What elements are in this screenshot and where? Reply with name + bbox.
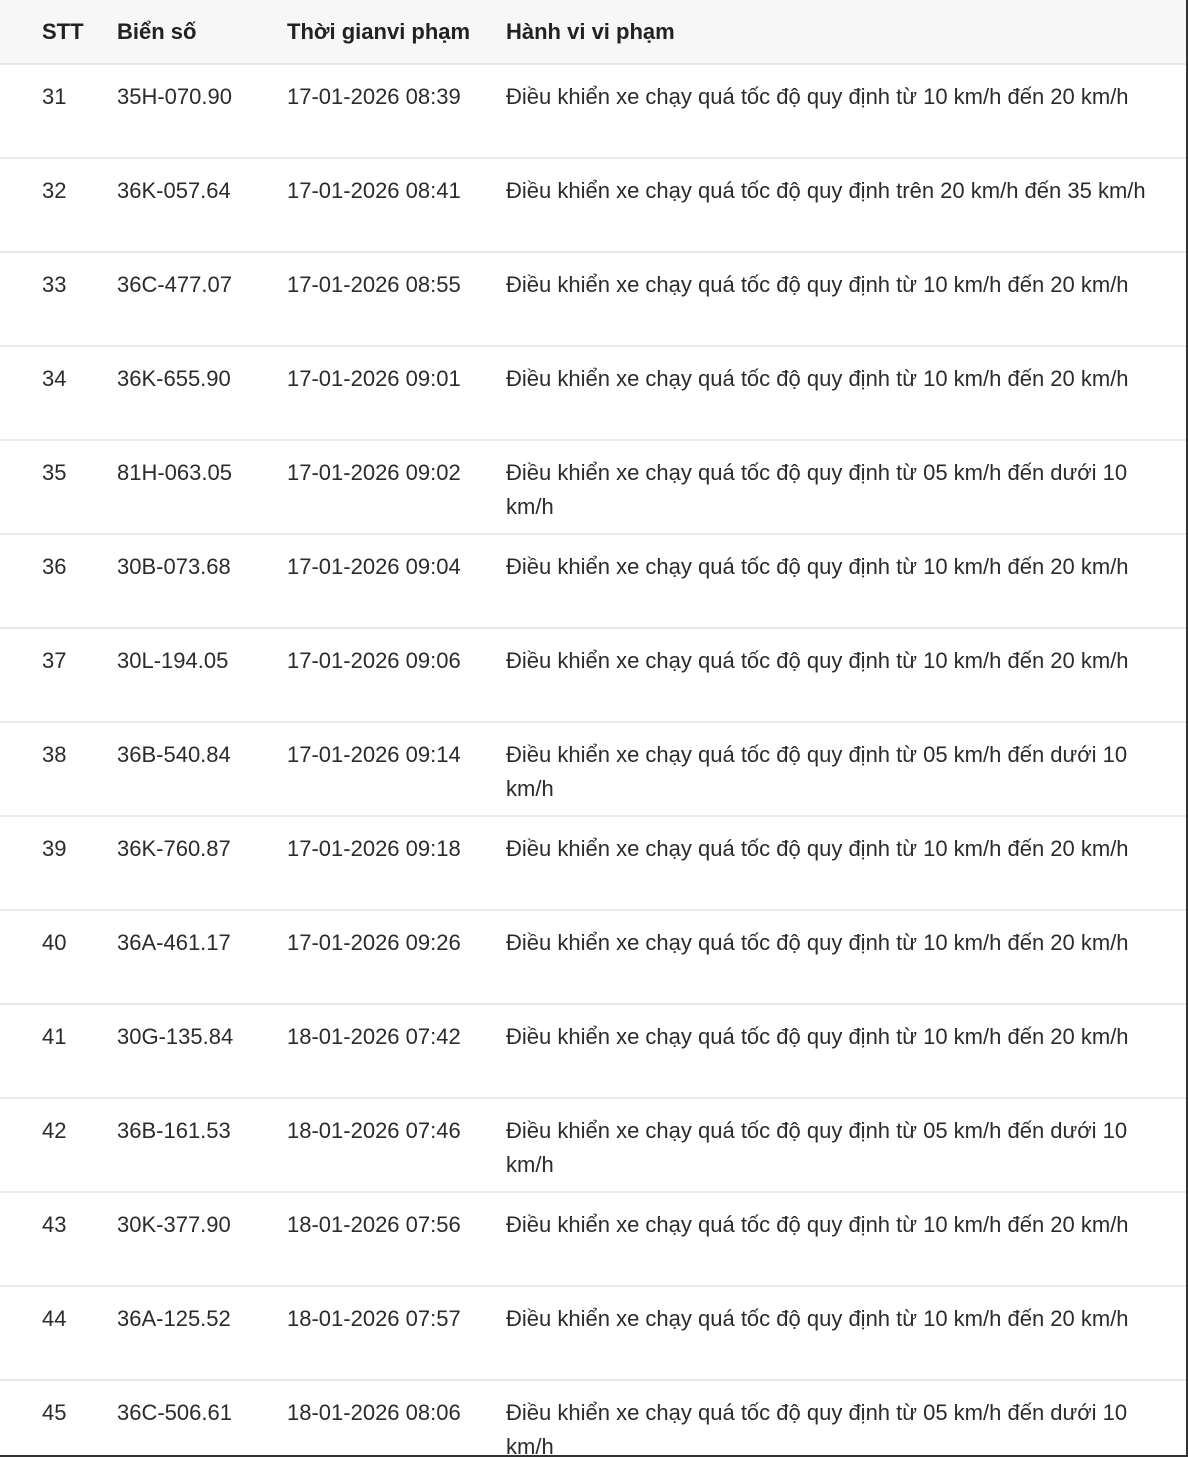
cell-violation: Điều khiển xe chạy quá tốc độ quy định t… — [506, 816, 1186, 911]
cell-plate: 81H-063.05 — [117, 440, 287, 535]
table-row: 36 30B-073.68 17-01-2026 09:04 Điều khiển x… — [0, 534, 1186, 629]
cell-violation: Điều khiển xe chạy quá tốc độ quy định t… — [506, 158, 1186, 253]
header-time: Thời gianvi phạm — [287, 0, 506, 65]
table-row: 32 36K-057.64 17-01-2026 08:41 Điều khiển x… — [0, 158, 1186, 253]
table-row: 39 36K-760.87 17-01-2026 09:18 Điều khiển x… — [0, 816, 1186, 911]
cell-stt: 43 — [0, 1192, 117, 1287]
cell-plate: 35H-070.90 — [117, 64, 287, 159]
cell-stt: 39 — [0, 816, 117, 911]
table-row: 31 35H-070.90 17-01-2026 08:39 Điều khiển x… — [0, 64, 1186, 159]
cell-time: 17-01-2026 09:04 — [287, 534, 506, 629]
cell-stt: 41 — [0, 1004, 117, 1099]
table-header-row: STT Biển số Thời gianvi phạm Hành vi vi … — [0, 0, 1186, 65]
cell-time: 18-01-2026 07:56 — [287, 1192, 506, 1287]
cell-violation: Điều khiển xe chạy quá tốc độ quy định t… — [506, 1192, 1186, 1287]
cell-time: 18-01-2026 07:42 — [287, 1004, 506, 1099]
cell-time: 17-01-2026 08:39 — [287, 64, 506, 159]
cell-stt: 44 — [0, 1286, 117, 1381]
cell-time: 17-01-2026 09:02 — [287, 440, 506, 535]
table-row: 33 36C-477.07 17-01-2026 08:55 Điều khiển x… — [0, 252, 1186, 347]
cell-stt: 32 — [0, 158, 117, 253]
cell-stt: 33 — [0, 252, 117, 347]
cell-plate: 36B-540.84 — [117, 722, 287, 817]
cell-plate: 36A-461.17 — [117, 910, 287, 1005]
cell-violation: Điều khiển xe chạy quá tốc độ quy định t… — [506, 252, 1186, 347]
header-plate: Biển số — [117, 0, 287, 65]
cell-time: 17-01-2026 08:41 — [287, 158, 506, 253]
cell-time: 17-01-2026 09:26 — [287, 910, 506, 1005]
cell-plate: 36C-477.07 — [117, 252, 287, 347]
cell-plate: 30K-377.90 — [117, 1192, 287, 1287]
cell-stt: 35 — [0, 440, 117, 535]
cell-violation: Điều khiển xe chạy quá tốc độ quy định t… — [506, 1380, 1186, 1455]
cell-stt: 31 — [0, 64, 117, 159]
table-row: 37 30L-194.05 17-01-2026 09:06 Điều khiển x… — [0, 628, 1186, 723]
table-row: 34 36K-655.90 17-01-2026 09:01 Điều khiển x… — [0, 346, 1186, 441]
table-row: 42 36B-161.53 18-01-2026 07:46 Điều khiển x… — [0, 1098, 1186, 1193]
cell-stt: 45 — [0, 1380, 117, 1455]
cell-time: 18-01-2026 07:57 — [287, 1286, 506, 1381]
table-row: 38 36B-540.84 17-01-2026 09:14 Điều khiển x… — [0, 722, 1186, 817]
cell-violation: Điều khiển xe chạy quá tốc độ quy định t… — [506, 534, 1186, 629]
cell-stt: 38 — [0, 722, 117, 817]
table-row: 44 36A-125.52 18-01-2026 07:57 Điều khiển x… — [0, 1286, 1186, 1381]
cell-stt: 37 — [0, 628, 117, 723]
cell-plate: 36K-057.64 — [117, 158, 287, 253]
cell-plate: 30B-073.68 — [117, 534, 287, 629]
cell-time: 17-01-2026 09:06 — [287, 628, 506, 723]
cell-violation: Điều khiển xe chạy quá tốc độ quy định t… — [506, 1286, 1186, 1381]
cell-stt: 36 — [0, 534, 117, 629]
cell-time: 18-01-2026 08:06 — [287, 1380, 506, 1455]
cell-violation: Điều khiển xe chạy quá tốc độ quy định t… — [506, 628, 1186, 723]
header-violation: Hành vi vi phạm — [506, 0, 1186, 65]
table-row: 40 36A-461.17 17-01-2026 09:26 Điều khiển x… — [0, 910, 1186, 1005]
cell-violation: Điều khiển xe chạy quá tốc độ quy định t… — [506, 64, 1186, 159]
cell-violation: Điều khiển xe chạy quá tốc độ quy định t… — [506, 346, 1186, 441]
cell-stt: 42 — [0, 1098, 117, 1193]
cell-stt: 34 — [0, 346, 117, 441]
table-row: 43 30K-377.90 18-01-2026 07:56 Điều khiển x… — [0, 1192, 1186, 1287]
cell-plate: 36K-655.90 — [117, 346, 287, 441]
cell-violation: Điều khiển xe chạy quá tốc độ quy định t… — [506, 910, 1186, 1005]
cell-plate: 30G-135.84 — [117, 1004, 287, 1099]
cell-plate: 36K-760.87 — [117, 816, 287, 911]
table-row: 35 81H-063.05 17-01-2026 09:02 Điều khiển x… — [0, 440, 1186, 535]
cell-time: 17-01-2026 09:14 — [287, 722, 506, 817]
cell-plate: 36A-125.52 — [117, 1286, 287, 1381]
cell-violation: Điều khiển xe chạy quá tốc độ quy định t… — [506, 440, 1186, 535]
header-stt: STT — [0, 0, 117, 65]
cell-stt: 40 — [0, 910, 117, 1005]
cell-time: 17-01-2026 08:55 — [287, 252, 506, 347]
cell-time: 17-01-2026 09:18 — [287, 816, 506, 911]
cell-plate: 36B-161.53 — [117, 1098, 287, 1193]
table-row: 41 30G-135.84 18-01-2026 07:42 Điều khiển x… — [0, 1004, 1186, 1099]
cell-time: 17-01-2026 09:01 — [287, 346, 506, 441]
cell-time: 18-01-2026 07:46 — [287, 1098, 506, 1193]
cell-violation: Điều khiển xe chạy quá tốc độ quy định t… — [506, 1004, 1186, 1099]
cell-violation: Điều khiển xe chạy quá tốc độ quy định t… — [506, 722, 1186, 817]
cell-violation: Điều khiển xe chạy quá tốc độ quy định t… — [506, 1098, 1186, 1193]
table-row: 45 36C-506.61 18-01-2026 08:06 Điều khiển x… — [0, 1380, 1186, 1455]
cell-plate: 36C-506.61 — [117, 1380, 287, 1455]
cell-plate: 30L-194.05 — [117, 628, 287, 723]
